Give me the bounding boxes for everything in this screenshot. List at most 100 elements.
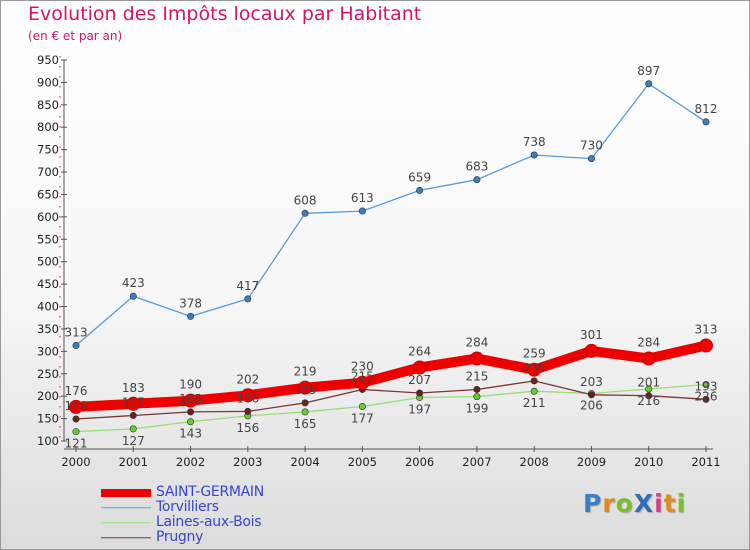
data-label: 215 (351, 369, 374, 383)
data-point (473, 385, 481, 393)
data-point (244, 295, 252, 303)
legend-swatch (101, 521, 151, 524)
chart-axes: 100 150 200 250 300 350 400 450 500 550 600 650 700 7… (37, 53, 721, 469)
series-line (75, 83, 707, 347)
y-tick-label: 650 (37, 187, 59, 201)
data-point (126, 396, 141, 411)
data-point (699, 338, 713, 353)
data-point (187, 418, 195, 426)
series-lines (71, 83, 711, 433)
chart-title: Evolution des Impôts locaux par Habitant (28, 3, 422, 25)
data-label: 226 (695, 390, 718, 404)
data-point (301, 399, 309, 407)
x-tick-label: 2010 (634, 455, 663, 469)
data-label: 149 (65, 399, 88, 413)
data-point (244, 407, 252, 415)
data-label: 216 (637, 394, 660, 408)
y-tick-label: 800 (37, 120, 59, 134)
y-tick-label: 950 (37, 53, 59, 67)
data-point (69, 399, 83, 414)
y-tick-label: 450 (37, 277, 59, 291)
data-point (702, 118, 710, 126)
data-point (72, 428, 80, 436)
data-point (587, 155, 595, 163)
data-label: 177 (351, 411, 374, 425)
x-tick-label: 2006 (405, 455, 434, 469)
chart-subtitle: (en € et par an) (28, 29, 123, 43)
data-label: 201 (637, 376, 660, 390)
legend-label: Torvilliers (156, 499, 219, 515)
legend-swatch (101, 488, 151, 497)
data-point (187, 408, 195, 416)
y-tick-label: 600 (37, 210, 59, 224)
data-label: 202 (236, 372, 259, 386)
data-point (358, 402, 366, 410)
x-tick-label: 2005 (348, 455, 377, 469)
data-label: 313 (695, 323, 718, 337)
data-point (358, 207, 366, 215)
data-label: 203 (580, 375, 603, 389)
data-point (527, 362, 542, 377)
y-tick-label: 500 (37, 255, 59, 269)
y-tick-label: 400 (37, 300, 59, 314)
series-line (75, 380, 707, 420)
data-label: 897 (637, 64, 660, 78)
data-label: 185 (294, 383, 317, 397)
legend-label: SAINT-GERMAIN (156, 484, 264, 500)
y-tick-label: 350 (37, 322, 59, 336)
data-label: 301 (580, 328, 603, 342)
data-point (129, 425, 137, 433)
data-label: 284 (465, 336, 488, 350)
data-labels: 313 423 378 417 608 613 659 683 738 730 897 812 121 1… (65, 64, 718, 451)
y-tick-label: 100 (37, 434, 59, 448)
data-label: 206 (580, 398, 603, 412)
data-label: 127 (122, 434, 145, 448)
data-label: 183 (122, 381, 145, 395)
data-label: 166 (236, 391, 259, 405)
data-label: 284 (637, 336, 660, 350)
x-tick-label: 2004 (290, 455, 319, 469)
data-point (469, 351, 484, 366)
data-label: 165 (294, 417, 317, 431)
data-point (412, 360, 427, 375)
data-label: 219 (294, 365, 317, 379)
legend-swatch (101, 506, 151, 509)
data-label: 423 (122, 276, 145, 290)
data-point (641, 351, 656, 366)
data-point (645, 80, 653, 88)
data-label: 730 (580, 139, 603, 153)
legend-swatch (101, 536, 151, 539)
data-point (587, 391, 595, 399)
data-label: 417 (236, 279, 259, 293)
x-tick-label: 2009 (577, 455, 606, 469)
data-point (301, 209, 309, 217)
data-label: 608 (294, 193, 317, 207)
data-label: 264 (408, 344, 431, 358)
y-tick-label: 700 (37, 165, 59, 179)
data-point (355, 375, 370, 390)
y-tick-label: 150 (37, 412, 59, 426)
data-point (584, 343, 599, 358)
data-point (473, 393, 481, 401)
data-label: 193 (695, 379, 718, 393)
data-point (129, 411, 137, 419)
x-tick-label: 2000 (61, 455, 90, 469)
data-label: 190 (179, 378, 202, 392)
data-label: 199 (465, 402, 488, 416)
data-label: 812 (695, 102, 718, 116)
data-point (702, 381, 710, 389)
data-label: 165 (179, 392, 202, 406)
series-markers (69, 80, 713, 436)
data-label: 683 (465, 160, 488, 174)
data-label: 211 (523, 396, 546, 410)
data-point (129, 292, 137, 300)
y-tick-label: 300 (37, 344, 59, 358)
y-tick-label: 900 (37, 75, 59, 89)
data-point (298, 380, 313, 395)
x-tick-label: 2002 (176, 455, 205, 469)
data-label: 176 (65, 384, 88, 398)
x-tick-label: 2001 (119, 455, 148, 469)
data-point (416, 186, 424, 194)
